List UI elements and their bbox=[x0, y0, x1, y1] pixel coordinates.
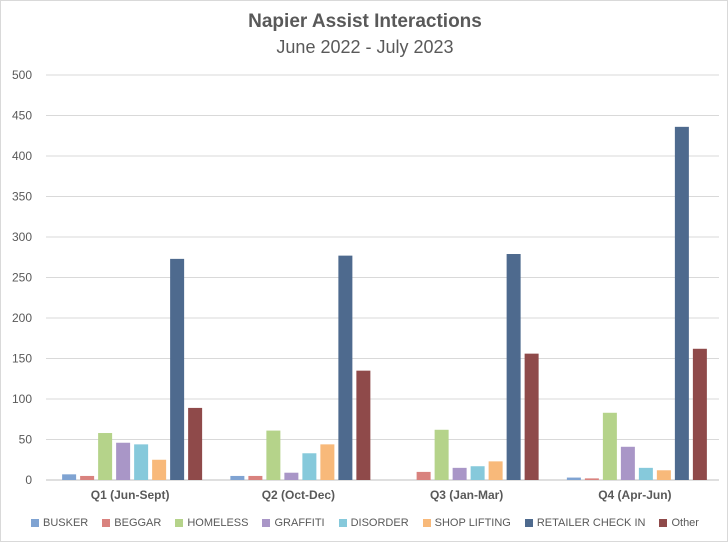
legend-label: BEGGAR bbox=[114, 517, 162, 529]
x-category-label: Q1 (Jun-Sept) bbox=[91, 488, 170, 502]
legend-swatch bbox=[338, 519, 347, 527]
bar-disorder bbox=[470, 466, 485, 480]
y-tick-label: 400 bbox=[12, 149, 32, 163]
legend-swatch bbox=[422, 519, 431, 527]
legend-swatch bbox=[659, 519, 668, 527]
bar-graffiti bbox=[284, 472, 299, 480]
legend-item: GRAFFITI bbox=[262, 517, 325, 529]
bar-other bbox=[524, 353, 539, 480]
bar-beggar bbox=[248, 475, 263, 480]
legend-item: HOMELESS bbox=[175, 517, 248, 529]
bar-shop-lifting bbox=[320, 444, 335, 480]
bar-homeless bbox=[602, 412, 617, 480]
x-category-label: Q3 (Jan-Mar) bbox=[430, 488, 503, 502]
legend-label: HOMELESS bbox=[187, 517, 249, 529]
legend-label: RETAILER CHECK IN bbox=[536, 517, 646, 529]
y-tick-label: 150 bbox=[12, 352, 32, 366]
bar-shop-lifting bbox=[152, 459, 167, 480]
bar-beggar bbox=[416, 471, 431, 480]
bar-other bbox=[692, 348, 707, 480]
bar-beggar bbox=[80, 475, 95, 480]
legend-swatch bbox=[262, 519, 271, 527]
legend-item: Other bbox=[659, 517, 699, 529]
bar-retailer-check-in bbox=[506, 254, 521, 480]
legend-label: Other bbox=[671, 517, 699, 529]
chart-legend: BUSKER BEGGAR HOMELESS GRAFFITI DISORDER SHOP… bbox=[1, 517, 728, 529]
y-tick-label: 50 bbox=[19, 433, 33, 447]
bar-disorder bbox=[134, 444, 149, 480]
legend-label: GRAFFITI bbox=[274, 517, 325, 529]
bar-retailer-check-in bbox=[338, 255, 353, 480]
bar-graffiti bbox=[620, 446, 635, 480]
legend-item: DISORDER bbox=[338, 517, 409, 529]
x-category-label: Q4 (Apr-Jun) bbox=[598, 488, 671, 502]
y-tick-label: 250 bbox=[12, 271, 32, 285]
bar-disorder bbox=[302, 453, 317, 480]
legend-item: SHOP LIFTING bbox=[422, 517, 511, 529]
legend-item: BEGGAR bbox=[102, 517, 161, 529]
y-tick-label: 350 bbox=[12, 190, 32, 204]
bar-homeless bbox=[98, 433, 113, 480]
legend-swatch bbox=[524, 519, 533, 527]
bar-busker bbox=[230, 475, 245, 480]
chart-title: Napier Assist Interactions bbox=[248, 11, 482, 32]
bar-graffiti bbox=[452, 467, 467, 480]
legend-label: BUSKER bbox=[43, 517, 89, 529]
bar-shop-lifting bbox=[488, 461, 503, 480]
bar-disorder bbox=[638, 467, 653, 480]
bar-retailer-check-in bbox=[674, 126, 689, 480]
bar-other bbox=[188, 407, 203, 480]
bar-busker bbox=[62, 474, 77, 480]
y-tick-label: 200 bbox=[12, 311, 32, 325]
y-tick-label: 450 bbox=[12, 109, 32, 123]
y-tick-label: 100 bbox=[12, 392, 32, 406]
bar-retailer-check-in bbox=[170, 258, 185, 480]
legend-item: RETAILER CHECK IN bbox=[524, 517, 646, 529]
legend-swatch bbox=[102, 519, 111, 527]
legend-swatch bbox=[175, 519, 184, 527]
bar-homeless bbox=[266, 430, 281, 480]
bar-other bbox=[356, 370, 371, 480]
bar-beggar bbox=[584, 478, 599, 480]
legend-label: DISORDER bbox=[350, 517, 409, 529]
bar-homeless bbox=[434, 429, 449, 480]
chart-subtitle: June 2022 - July 2023 bbox=[276, 37, 454, 57]
x-category-label: Q2 (Oct-Dec) bbox=[262, 488, 335, 502]
bar-graffiti bbox=[116, 442, 131, 480]
legend-swatch bbox=[31, 519, 40, 527]
y-tick-label: 500 bbox=[12, 68, 32, 82]
legend-label: SHOP LIFTING bbox=[434, 517, 511, 529]
bar-busker bbox=[566, 477, 581, 480]
bar-shop-lifting bbox=[656, 470, 671, 480]
legend-item: BUSKER bbox=[31, 517, 88, 529]
y-tick-label: 300 bbox=[12, 230, 32, 244]
y-tick-label: 0 bbox=[25, 473, 32, 487]
